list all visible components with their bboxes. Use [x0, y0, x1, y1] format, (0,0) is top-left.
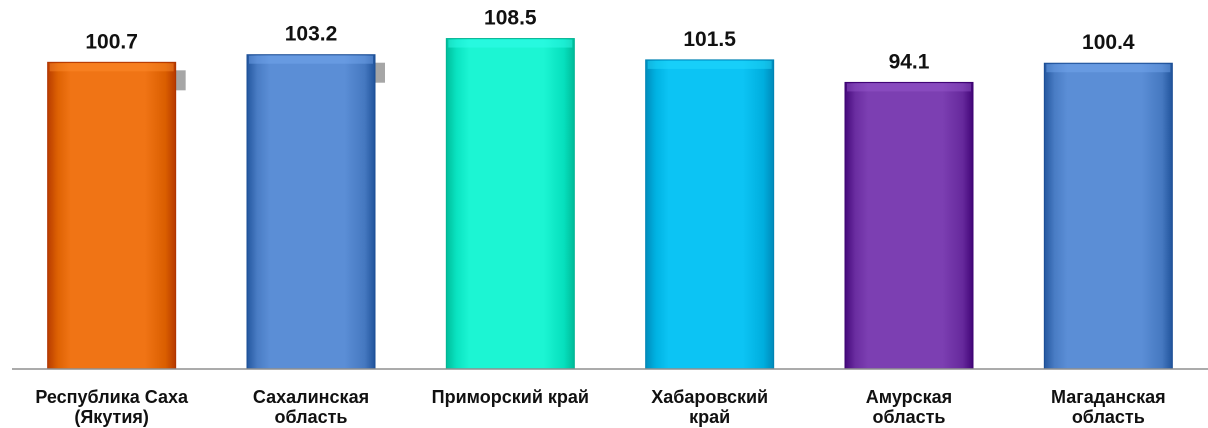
category-label-line-2-1: Сахалинская — [253, 387, 369, 407]
category-label-line-1-2: (Якутия) — [74, 407, 149, 427]
category-labels: Республика Саха (Якутия)Сахалинская област… — [35, 387, 1165, 427]
value-label-2: 103.2 — [285, 23, 338, 46]
category-label-line-5-2: область — [872, 407, 945, 427]
bars-layer — [47, 38, 1173, 370]
value-label-3: 108.5 — [484, 7, 537, 30]
category-label-line-4-2: край — [689, 407, 730, 427]
category-label-4: Хабаровский край — [651, 387, 768, 427]
category-label-line-5-1: Амурская — [866, 387, 952, 407]
category-label-1: Республика Саха (Якутия) — [35, 387, 189, 427]
category-label-line-1-1: Республика Саха — [35, 387, 189, 407]
bar-shadow-2 — [373, 62, 385, 83]
bar-4 — [645, 59, 775, 370]
value-label-6: 100.4 — [1082, 31, 1135, 54]
category-label-5: Амурская область — [866, 387, 952, 427]
bar-top-highlight-4 — [647, 60, 772, 69]
bar-top-highlight-3 — [448, 39, 573, 48]
value-label-5: 94.1 — [889, 50, 930, 73]
labels-layer: 100.7 103.2 108.5 101.5 94.1 100.4 — [85, 7, 1135, 74]
bar-top-highlight-5 — [847, 83, 971, 92]
value-label-1: 100.7 — [85, 30, 138, 53]
bar-top-highlight-1 — [49, 63, 174, 72]
category-label-line-2-2: область — [274, 407, 347, 427]
category-label-2: Сахалинская область — [253, 387, 369, 427]
value-label-4: 101.5 — [683, 28, 736, 51]
bar-top-highlight-6 — [1046, 64, 1171, 73]
bar-3 — [445, 38, 575, 370]
category-label-line-6-1: Магаданская — [1051, 387, 1166, 407]
bar-5 — [844, 81, 974, 370]
bar-1 — [47, 61, 177, 370]
bar-6 — [1043, 62, 1173, 370]
bar-top-highlight-2 — [249, 55, 373, 64]
category-label-line-4-1: Хабаровский — [651, 387, 768, 407]
category-label-line-3-1: Приморский край — [432, 387, 589, 407]
category-label-3: Приморский край — [432, 387, 589, 407]
category-label-6: Магаданская область — [1051, 387, 1166, 427]
bar-2 — [246, 54, 376, 370]
bar-shadow-1 — [173, 70, 186, 91]
category-label-line-6-2: область — [1072, 407, 1145, 427]
